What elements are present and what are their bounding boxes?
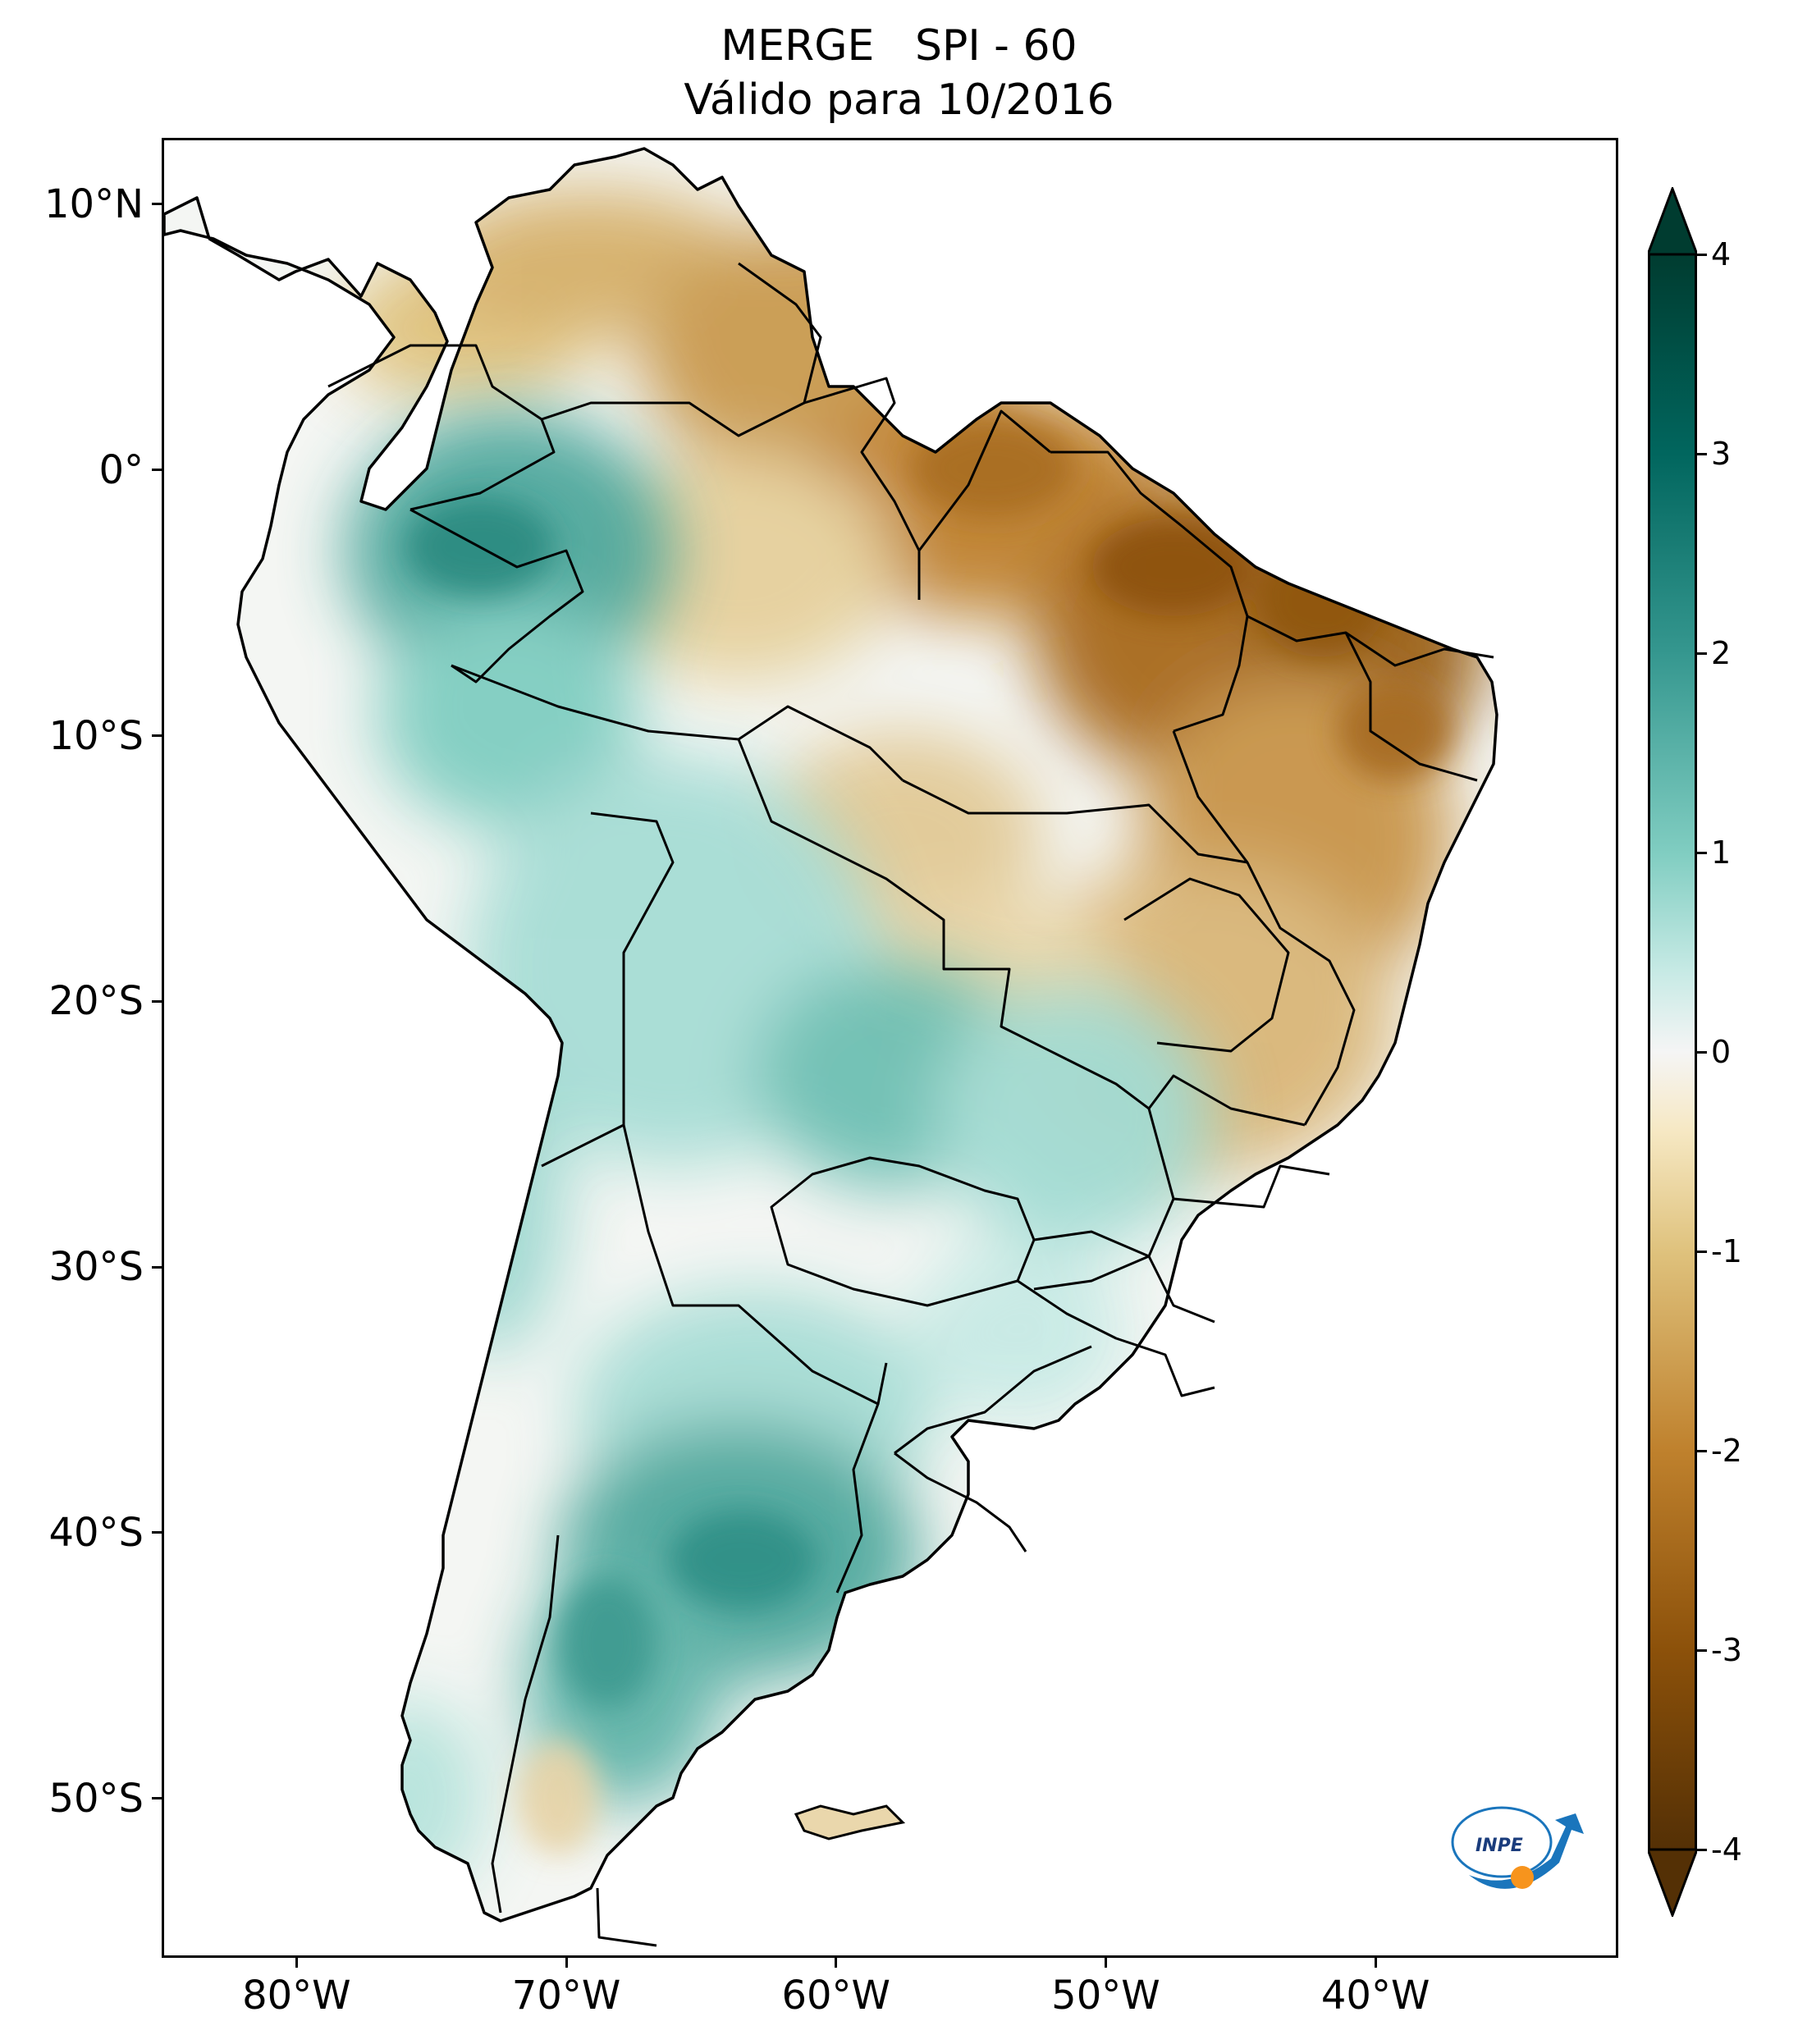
colorbar-tick-label: 4 bbox=[1711, 236, 1732, 272]
colorbar-extend-max bbox=[1648, 187, 1697, 256]
colorbar-tick-label: -2 bbox=[1711, 1433, 1742, 1469]
colorbar-tick-label: -3 bbox=[1711, 1632, 1742, 1668]
lat-tick-mark bbox=[152, 469, 162, 472]
colorbar-tick-mark bbox=[1697, 851, 1707, 854]
lat-tick-label: 30°S bbox=[48, 1244, 144, 1291]
lat-tick-mark bbox=[152, 203, 162, 206]
lat-tick-label: 40°S bbox=[48, 1509, 144, 1556]
spi-map bbox=[164, 147, 1498, 1947]
lon-tick-mark bbox=[295, 1958, 298, 1968]
logo-text: INPE bbox=[1475, 1836, 1523, 1856]
lat-tick-label: 50°S bbox=[48, 1775, 144, 1822]
colorbar-tick-mark bbox=[1697, 1250, 1707, 1253]
lat-tick-mark bbox=[152, 734, 162, 738]
lat-tick-label: 10°S bbox=[48, 712, 144, 759]
map-subtitle: Válido para 10/2016 bbox=[684, 75, 1114, 125]
lat-tick-mark bbox=[152, 1531, 162, 1534]
lon-tick-mark bbox=[835, 1958, 838, 1968]
lat-tick-mark bbox=[152, 1797, 162, 1800]
colorbar-tick-mark bbox=[1697, 1050, 1707, 1054]
colorbar-tick-label: -4 bbox=[1711, 1831, 1742, 1868]
colorbar-tick-label: 1 bbox=[1711, 835, 1732, 871]
colorbar-tick-mark bbox=[1697, 652, 1707, 655]
colorbar-tick-mark bbox=[1697, 452, 1707, 455]
lon-tick-label: 60°W bbox=[781, 1973, 891, 2019]
falkland-islands bbox=[794, 1804, 906, 1841]
lon-tick-mark bbox=[565, 1958, 568, 1968]
country-borders bbox=[327, 262, 1494, 1947]
colorbar-body bbox=[1648, 253, 1697, 1851]
lon-tick-mark bbox=[1104, 1958, 1107, 1968]
lon-tick-label: 50°W bbox=[1051, 1973, 1160, 2019]
lon-tick-mark bbox=[1374, 1958, 1377, 1968]
lat-tick-label: 0° bbox=[98, 446, 144, 493]
lat-tick-mark bbox=[152, 999, 162, 1003]
lon-tick-label: 80°W bbox=[242, 1973, 351, 2019]
colorbar bbox=[1648, 187, 1697, 1917]
colorbar-extend-min bbox=[1648, 1848, 1697, 1917]
colorbar-tick-mark bbox=[1697, 1848, 1707, 1851]
colorbar-tick-label: 0 bbox=[1711, 1034, 1732, 1070]
spi-field bbox=[164, 149, 1497, 1921]
map-panel bbox=[162, 138, 1618, 1958]
lat-tick-mark bbox=[152, 1265, 162, 1269]
colorbar-tick-label: 3 bbox=[1711, 436, 1732, 472]
coastline bbox=[164, 147, 1498, 1923]
inpe-logo: INPE bbox=[1451, 1806, 1584, 1889]
colorbar-tick-label: 2 bbox=[1711, 635, 1732, 671]
lon-tick-label: 40°W bbox=[1320, 1973, 1430, 2019]
lon-tick-label: 70°W bbox=[511, 1973, 621, 2019]
colorbar-tick-label: -1 bbox=[1711, 1233, 1742, 1269]
colorbar-tick-mark bbox=[1697, 1449, 1707, 1452]
lat-tick-label: 10°N bbox=[44, 181, 144, 227]
map-title: MERGE SPI - 60 bbox=[721, 21, 1077, 71]
colorbar-tick-mark bbox=[1697, 1648, 1707, 1652]
colorbar-tick-mark bbox=[1697, 253, 1707, 256]
lat-tick-label: 20°S bbox=[48, 978, 144, 1025]
